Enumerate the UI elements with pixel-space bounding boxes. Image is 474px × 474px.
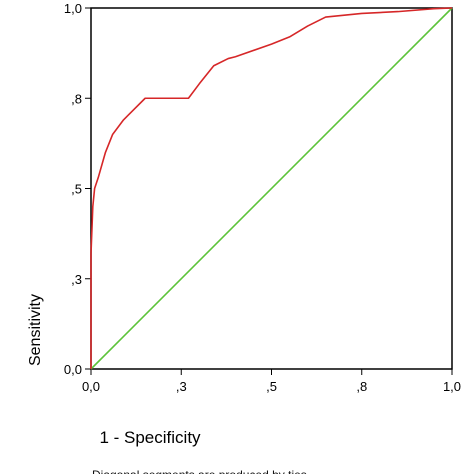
x-tick-label: 0,0: [82, 379, 100, 394]
axis-ticks: 0,0 ,3 ,5 ,8 1,0 0,0 ,3 ,5 ,8 1,0: [64, 1, 461, 394]
y-tick-label: 0,0: [64, 362, 82, 377]
y-tick-label: ,8: [71, 91, 82, 106]
y-tick-label: ,5: [71, 182, 82, 197]
y-axis-label: Sensitivity: [27, 294, 44, 366]
roc-curve: [90, 7, 453, 369]
x-tick-label: ,5: [266, 379, 277, 394]
x-tick-label: ,3: [176, 379, 187, 394]
x-tick-label: 1,0: [443, 379, 461, 394]
y-tick-label: 1,0: [64, 1, 82, 16]
x-tick-label: ,8: [356, 379, 367, 394]
reference-line: [90, 7, 453, 370]
y-tick-label: ,3: [71, 272, 82, 287]
x-axis-label: 1 - Specificity: [99, 428, 201, 447]
footnote: Diagonal segments are produced by ties.: [92, 464, 452, 474]
series-layer: [90, 7, 453, 370]
